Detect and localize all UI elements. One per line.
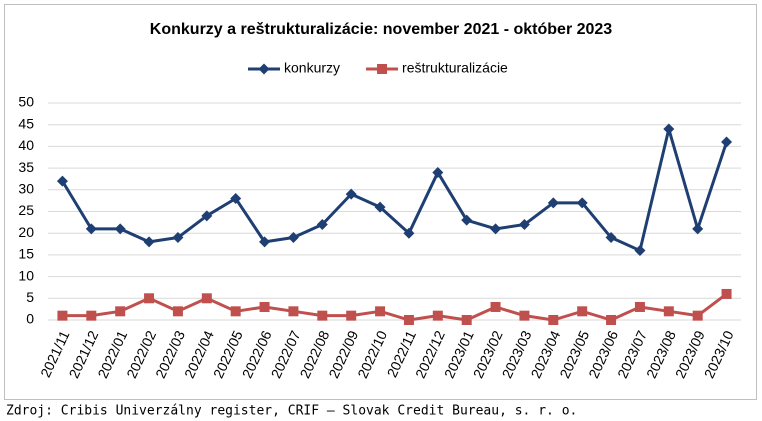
- y-tick-label: 20: [18, 224, 34, 240]
- point-marker: [692, 310, 703, 321]
- point-marker: [115, 306, 126, 317]
- point-marker: [143, 236, 155, 248]
- series-line: [61, 127, 728, 253]
- point-marker: [86, 310, 97, 321]
- y-tick-label: 25: [18, 202, 34, 218]
- point-marker: [287, 232, 299, 244]
- point-marker: [317, 310, 328, 321]
- point-marker: [230, 192, 242, 204]
- point-marker: [490, 223, 502, 235]
- point-marker: [230, 306, 241, 317]
- point-marker: [172, 306, 183, 317]
- point-marker: [403, 227, 415, 239]
- point-marker: [259, 236, 271, 248]
- legend-label: konkurzy: [284, 60, 340, 76]
- point-marker: [432, 166, 444, 178]
- point-marker: [258, 63, 270, 75]
- point-marker: [721, 136, 733, 148]
- y-tick-label: 50: [18, 94, 34, 110]
- point-marker: [576, 197, 588, 209]
- point-marker: [605, 232, 617, 244]
- point-marker: [518, 219, 530, 231]
- point-marker: [548, 315, 559, 325]
- y-tick-label: 40: [18, 137, 34, 153]
- y-tick-label: 35: [18, 159, 34, 175]
- point-marker: [288, 306, 299, 317]
- point-marker: [519, 310, 530, 321]
- point-marker: [721, 288, 732, 299]
- y-tick-label: 10: [18, 267, 34, 283]
- point-marker: [490, 301, 501, 312]
- point-marker: [345, 188, 357, 200]
- point-marker: [114, 223, 126, 235]
- source-note: Zdroj: Cribis Univerzálny register, CRIF…: [6, 404, 577, 419]
- point-marker: [85, 223, 97, 235]
- point-marker: [606, 315, 617, 325]
- point-marker: [201, 210, 213, 222]
- y-tick-label: 30: [18, 181, 34, 197]
- chart-title: Konkurzy a reštrukturalizácie: november …: [150, 21, 613, 38]
- point-marker: [634, 301, 645, 312]
- point-marker: [663, 123, 675, 135]
- y-tick-label: 15: [18, 246, 34, 262]
- point-marker: [56, 175, 68, 187]
- y-tick-label: 5: [26, 289, 34, 305]
- point-marker: [316, 219, 328, 231]
- y-tick-label: 45: [18, 115, 34, 131]
- y-tick-label: 0: [26, 311, 34, 327]
- point-marker: [259, 301, 270, 312]
- legend-label: reštrukturalizácie: [402, 60, 508, 76]
- point-marker: [577, 306, 588, 317]
- point-marker: [172, 232, 184, 244]
- point-marker: [663, 306, 674, 317]
- point-marker: [377, 64, 388, 74]
- point-marker: [461, 214, 473, 226]
- point-marker: [547, 197, 559, 209]
- point-marker: [461, 315, 472, 325]
- point-marker: [403, 315, 414, 325]
- point-marker: [432, 310, 443, 321]
- point-marker: [144, 293, 155, 304]
- point-marker: [634, 245, 646, 257]
- point-marker: [346, 310, 357, 321]
- point-marker: [57, 310, 68, 321]
- point-marker: [375, 306, 386, 317]
- point-marker: [374, 201, 386, 213]
- point-marker: [692, 223, 704, 235]
- point-marker: [201, 293, 212, 304]
